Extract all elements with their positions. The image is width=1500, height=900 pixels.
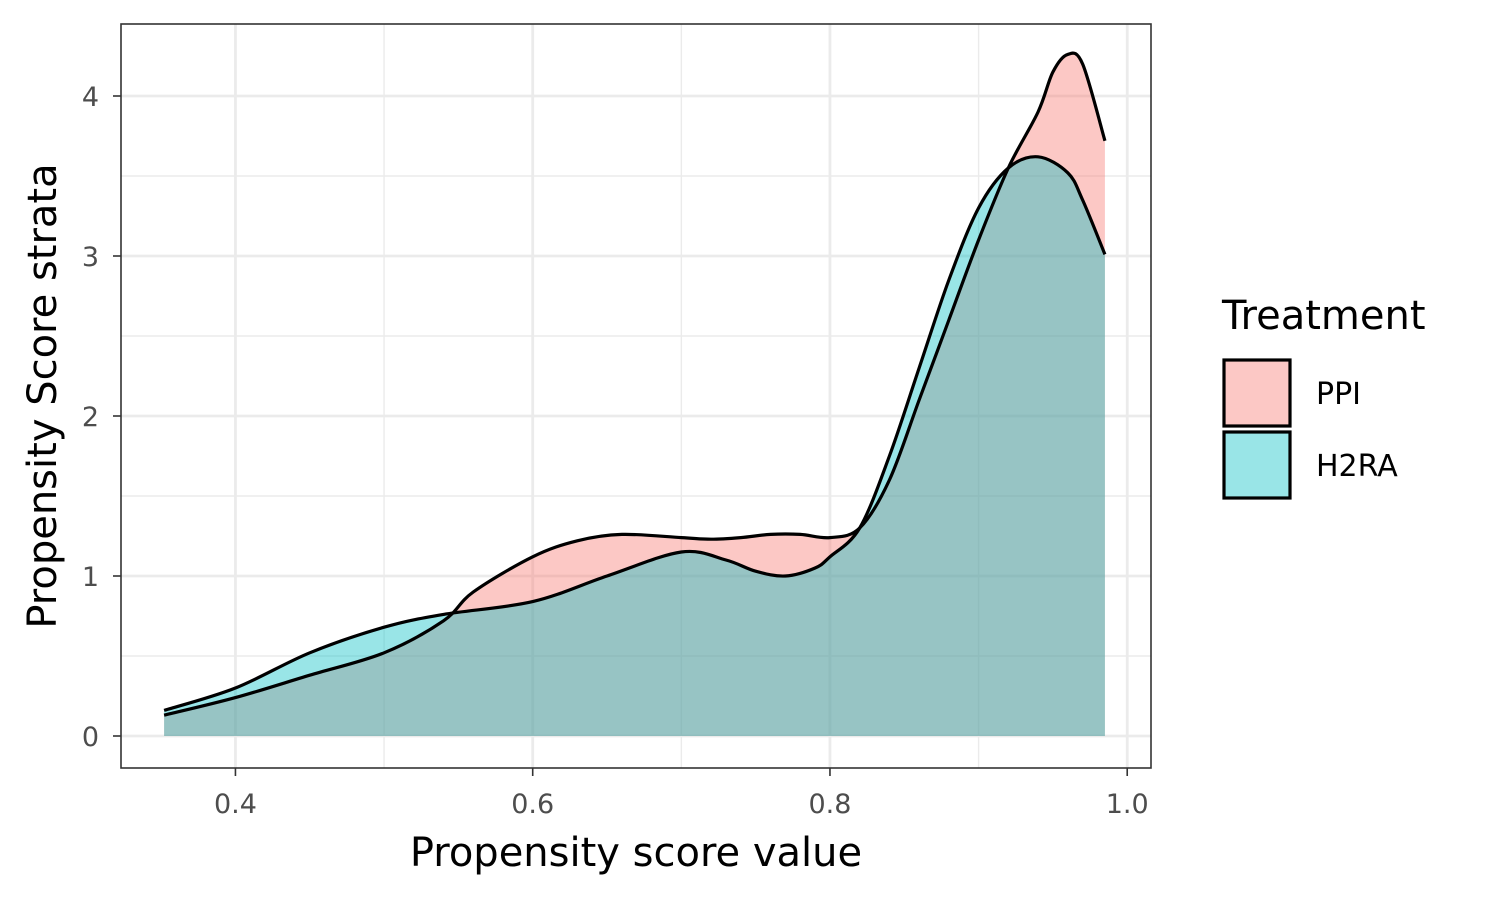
density-line-h2ra <box>163 155 1107 712</box>
y-tick-label: 2 <box>82 402 99 433</box>
legend-title: Treatment <box>1221 293 1426 339</box>
y-tick-label: 3 <box>82 242 99 273</box>
y-axis-ticks: 0 1 2 3 4 <box>82 82 121 753</box>
plot-panel-border <box>120 23 1152 769</box>
legend-key-h2ra <box>1222 430 1292 500</box>
legend-key-bg <box>1224 432 1290 498</box>
legend: Treatment PPI H2RA <box>1221 293 1426 500</box>
density-area-ppi <box>164 53 1105 736</box>
x-axis-title: Propensity score value <box>410 830 862 876</box>
y-tick-label: 0 <box>82 722 99 753</box>
x-tick-label: 0.6 <box>511 789 554 820</box>
density-line-ppi <box>163 51 1107 717</box>
legend-key-bg <box>1224 360 1290 426</box>
x-tick-label: 0.4 <box>214 789 257 820</box>
legend-key-ppi <box>1222 358 1292 428</box>
y-tick-label: 4 <box>82 82 99 113</box>
x-axis-ticks: 0.4 0.6 0.8 1.0 <box>214 768 1149 820</box>
y-axis-title: Propensity Score strata <box>20 163 66 628</box>
legend-items: PPI H2RA <box>1222 358 1398 500</box>
density-area-h2ra <box>164 156 1105 736</box>
density-areas <box>163 51 1107 736</box>
grid-lines <box>121 24 1151 768</box>
x-tick-label: 0.8 <box>808 789 851 820</box>
y-tick-label: 1 <box>82 562 99 593</box>
x-tick-label: 1.0 <box>1106 789 1149 820</box>
legend-label-ppi: PPI <box>1316 377 1361 412</box>
legend-label-h2ra: H2RA <box>1316 449 1398 484</box>
